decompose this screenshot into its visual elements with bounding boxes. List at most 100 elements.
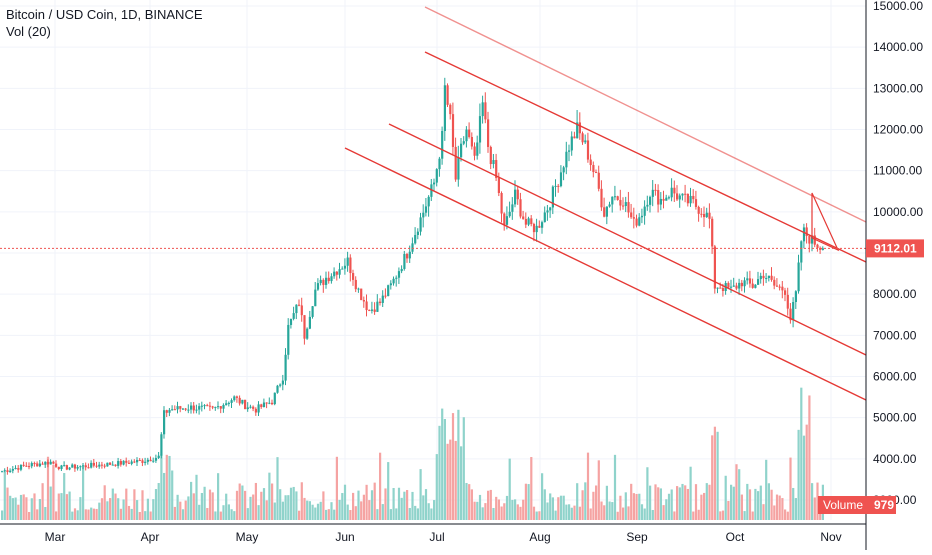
candle-body (670, 187, 673, 198)
volume-bar (597, 460, 600, 520)
candle-body (543, 212, 546, 223)
volume-bar (138, 511, 141, 520)
candle-body (281, 380, 284, 385)
volume-bar (25, 497, 28, 520)
candle-body (781, 286, 784, 291)
candle-body (136, 460, 139, 463)
price-tick-label: 15000.00 (873, 0, 923, 13)
volume-bar (484, 503, 487, 520)
volume-bar (676, 486, 679, 520)
volume-bar (136, 500, 139, 520)
candle-body (192, 405, 195, 411)
volume-bar (476, 501, 479, 520)
volume-bar (762, 504, 765, 520)
volume-bar (395, 508, 398, 520)
volume-bar (387, 462, 390, 520)
volume-bar (503, 503, 506, 520)
candle-body (314, 289, 317, 307)
candle-body (160, 434, 163, 456)
symbol-title: Bitcoin / USD Coin, 1D, BINANCE (6, 7, 203, 22)
volume-bar (244, 490, 247, 520)
candle-body (597, 172, 600, 189)
volume-bar (665, 499, 668, 520)
candle-body (630, 212, 633, 218)
volume-bar (65, 494, 68, 520)
volume-bar (468, 484, 471, 520)
volume-bar (657, 487, 660, 520)
volume-bar (427, 503, 430, 520)
volume-bar (584, 482, 587, 520)
volume-bar (530, 457, 533, 520)
volume-bar (443, 419, 446, 520)
candle-body (271, 402, 274, 405)
candle-body (481, 102, 484, 117)
time-tick-label: Mar (45, 530, 66, 544)
volume-value-label: 979 (874, 498, 894, 512)
volume-bar (495, 496, 498, 520)
candle-body (570, 136, 573, 151)
candle-body (578, 122, 581, 134)
volume-bar (249, 496, 252, 520)
chart-legend: Bitcoin / USD Coin, 1D, BINANCE Vol (20) (6, 6, 203, 40)
candle-body (95, 465, 98, 467)
volume-bar (713, 426, 716, 520)
candle-body (538, 225, 541, 228)
candle-body (748, 278, 752, 284)
volume-bar (125, 488, 128, 520)
volume-bar (786, 511, 789, 520)
volume-bar (95, 508, 98, 520)
volume-bar (303, 497, 306, 520)
candle-body (676, 193, 679, 200)
volume-bar (759, 485, 762, 520)
candle-body (362, 300, 365, 302)
volume-bar (697, 509, 700, 520)
volume-bar (254, 482, 257, 520)
candle-body (667, 197, 671, 199)
price-tick-label: 6000.00 (873, 370, 917, 384)
candle-body (740, 282, 743, 287)
candle-body (38, 463, 41, 467)
volume-bar (330, 502, 333, 520)
volume-bar (784, 509, 787, 520)
volume-bar (184, 500, 187, 520)
volume-bar (76, 510, 79, 520)
candle-body (789, 308, 792, 321)
volume-bar (505, 495, 509, 520)
candle-body (103, 465, 106, 467)
volume-bar (44, 506, 47, 520)
volume-bar (200, 492, 203, 520)
candle-body (441, 130, 444, 159)
volume-value-badge (866, 496, 896, 514)
volume-bar (643, 508, 646, 520)
candle-body (279, 384, 282, 386)
volume-bar (246, 508, 249, 520)
candle-body (6, 470, 9, 472)
time-tick-label: May (236, 530, 259, 544)
candle-body (705, 212, 708, 218)
candle-body (716, 287, 719, 289)
volume-bar (325, 509, 328, 520)
volume-bar (646, 467, 649, 520)
candle-body (746, 278, 749, 281)
volume-bar (670, 489, 673, 520)
candle-body (619, 199, 622, 206)
volume-bar (549, 493, 552, 520)
volume-bar (721, 510, 725, 520)
volume-bar (662, 505, 665, 520)
volume-bar (71, 511, 74, 520)
candle-body (184, 408, 187, 410)
candle-body (551, 186, 554, 208)
volume-bar (149, 511, 152, 520)
volume-bar (568, 504, 571, 520)
volume-bar (41, 483, 44, 520)
candle-body (284, 354, 287, 381)
candle-body (225, 403, 228, 405)
volume-bar (198, 504, 201, 520)
candle-body (646, 204, 649, 207)
volume-bar (79, 497, 82, 520)
volume-bar (30, 498, 33, 520)
candle-body (449, 104, 452, 115)
volume-bar (748, 489, 752, 520)
